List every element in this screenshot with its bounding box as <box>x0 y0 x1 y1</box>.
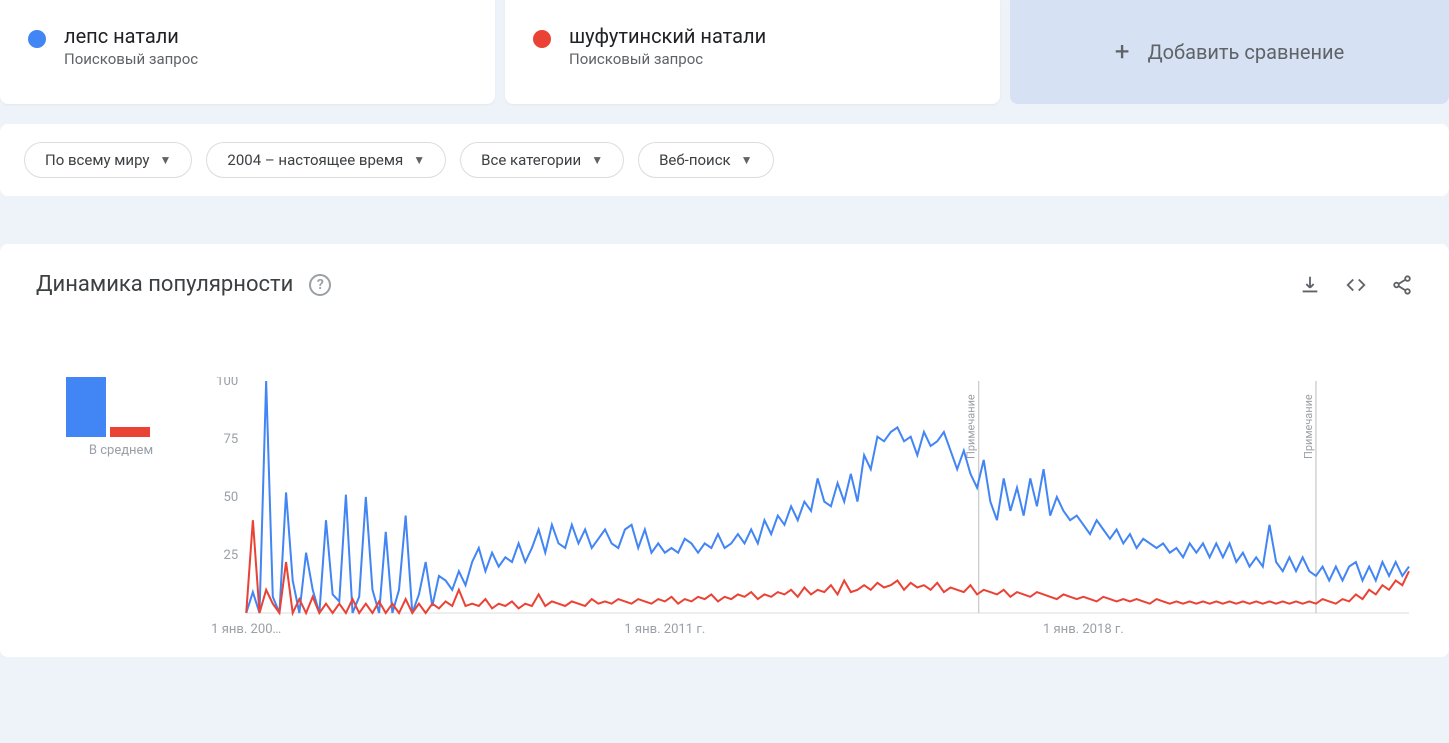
share-icon[interactable] <box>1391 274 1413 296</box>
line-chart: 25 50 75 100 Примечание Примечание 1 янв. 200…… <box>206 377 1413 637</box>
download-icon[interactable] <box>1299 274 1321 296</box>
chevron-down-icon: ▼ <box>413 153 425 167</box>
avg-bar <box>66 377 106 437</box>
svg-text:75: 75 <box>224 432 239 447</box>
add-compare-label: Добавить сравнение <box>1148 40 1345 64</box>
filter-type[interactable]: Веб-поиск ▼ <box>638 142 773 178</box>
avg-label: В среднем <box>36 443 206 458</box>
filter-time[interactable]: 2004 – настоящее время ▼ <box>206 142 446 178</box>
filter-time-label: 2004 – настоящее время <box>227 151 403 169</box>
svg-text:50: 50 <box>224 490 239 505</box>
compare-card-1[interactable]: лепс натали Поисковый запрос <box>0 0 495 104</box>
compare-row: лепс натали Поисковый запрос шуфутинский… <box>0 0 1449 114</box>
compare-sub-2: Поисковый запрос <box>569 50 766 68</box>
filter-category-label: Все категории <box>481 151 581 169</box>
plus-icon: + <box>1115 37 1130 67</box>
filter-type-label: Веб-поиск <box>659 151 731 169</box>
chevron-down-icon: ▼ <box>741 153 753 167</box>
svg-text:Примечание: Примечание <box>965 394 978 459</box>
compare-term-1: лепс натали <box>64 24 198 48</box>
compare-card-2[interactable]: шуфутинский натали Поисковый запрос <box>505 0 1000 104</box>
chevron-down-icon: ▼ <box>160 153 172 167</box>
add-compare-button[interactable]: + Добавить сравнение <box>1010 0 1449 104</box>
compare-sub-1: Поисковый запрос <box>64 50 198 68</box>
filter-region-label: По всему миру <box>45 151 150 169</box>
compare-term-2: шуфутинский натали <box>569 24 766 48</box>
help-icon[interactable]: ? <box>309 274 331 296</box>
embed-icon[interactable] <box>1345 274 1367 296</box>
avg-column: В среднем <box>36 377 206 637</box>
avg-bars <box>66 377 206 437</box>
filters-bar: По всему миру ▼ 2004 – настоящее время ▼… <box>0 124 1449 196</box>
filter-region[interactable]: По всему миру ▼ <box>24 142 192 178</box>
series-dot-2 <box>533 30 551 48</box>
chevron-down-icon: ▼ <box>591 153 603 167</box>
trend-panel: Динамика популярности ? В среднем 25 50 75… <box>0 244 1449 657</box>
svg-text:25: 25 <box>224 548 239 563</box>
panel-header: Динамика популярности ? <box>36 272 1413 297</box>
avg-bar <box>110 427 150 437</box>
svg-text:1 янв. 2018 г.: 1 янв. 2018 г. <box>1043 622 1124 637</box>
svg-text:1 янв. 2011 г.: 1 янв. 2011 г. <box>624 622 705 637</box>
svg-text:100: 100 <box>216 377 238 389</box>
series-dot-1 <box>28 30 46 48</box>
svg-text:Примечание: Примечание <box>1302 394 1315 459</box>
svg-text:1 янв. 200…: 1 янв. 200… <box>211 622 281 637</box>
filter-category[interactable]: Все категории ▼ <box>460 142 624 178</box>
panel-title: Динамика популярности <box>36 272 293 297</box>
